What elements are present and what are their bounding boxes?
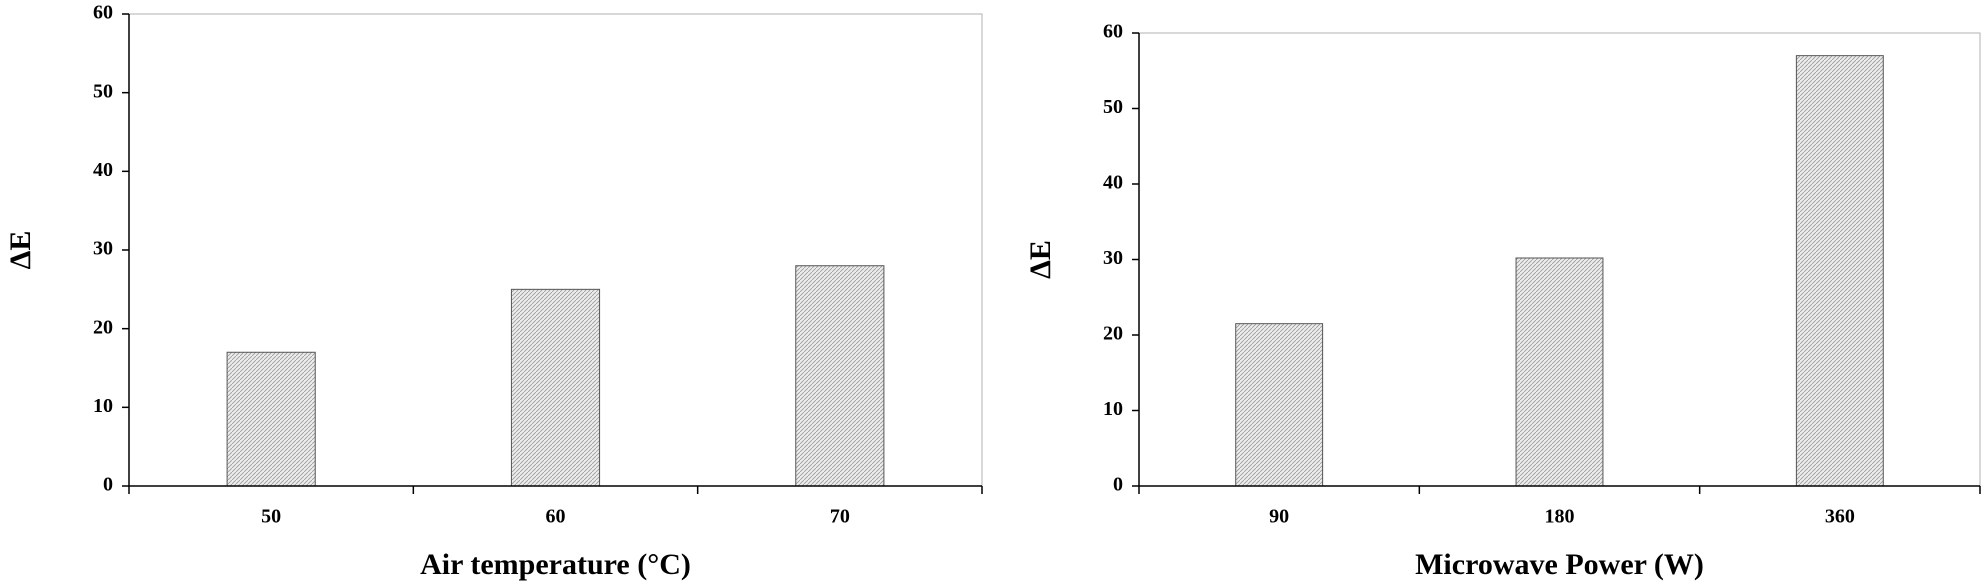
bar: [1795, 55, 1884, 487]
y-tick-label: 10: [93, 395, 113, 417]
y-tick-label: 40: [1103, 172, 1123, 194]
x-tick-label: 90: [1269, 506, 1289, 528]
y-tick-label: 30: [1103, 247, 1123, 269]
y-tick-label: 0: [103, 474, 113, 496]
bar: [1235, 323, 1324, 487]
x-tick-label: 70: [830, 506, 850, 528]
chart: 0 10 20 30 40 50 60 90 180 360 Microwave Power (W)…: [1024, 21, 1981, 581]
y-axis-title: ΔE: [1024, 240, 1057, 279]
y-tick-label: 60: [1103, 21, 1123, 43]
y-tick-label: 60: [93, 2, 113, 24]
y-tick-label: 10: [1103, 398, 1123, 420]
chart: 0 10 20 30 40 50 60 50 60 70 Air temperature (°C) Δ…: [4, 2, 983, 581]
y-tick-label: 30: [93, 238, 113, 260]
y-tick-label: 20: [93, 316, 113, 338]
bar: [1515, 257, 1604, 487]
bar: [226, 351, 316, 487]
x-axis-title: Microwave Power (W): [1415, 548, 1704, 581]
x-tick-label: 360: [1825, 506, 1855, 528]
y-axis-title: ΔE: [4, 231, 37, 270]
y-tick-label: 50: [93, 80, 113, 102]
y-tick-label: 20: [1103, 323, 1123, 345]
y-tick-label: 50: [1103, 96, 1123, 118]
x-axis-title: Air temperature (°C): [420, 548, 691, 581]
x-tick-label: 60: [546, 506, 566, 528]
x-tick-label: 180: [1545, 506, 1575, 528]
y-tick-label: 0: [1113, 474, 1123, 496]
x-tick-label: 50: [261, 506, 281, 528]
bar: [510, 288, 601, 487]
y-tick-label: 40: [93, 159, 113, 181]
bar: [795, 265, 885, 487]
